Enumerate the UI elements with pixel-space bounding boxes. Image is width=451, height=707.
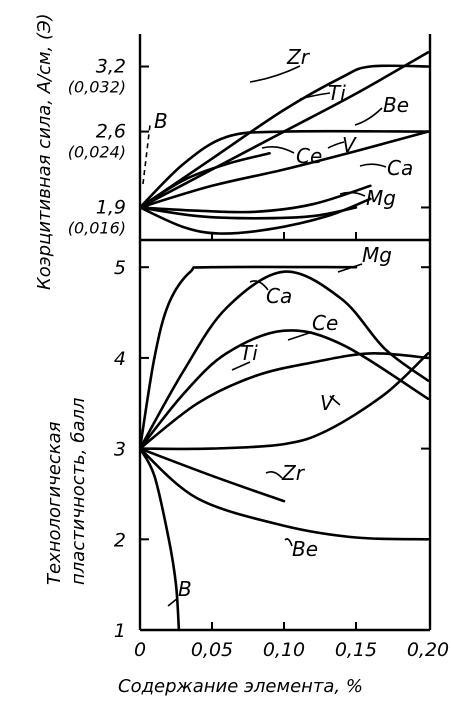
bottom-series-label-b: B [178,577,192,601]
bottom-series-label-v: V [320,391,335,415]
top-y-tick-sublabel: (0,024) [68,143,126,162]
bottom-x-tick-label: 0,15 [335,639,377,661]
bottom-series-label-be: Be [292,537,318,561]
top-annotation-b-dashed [142,124,151,185]
bottom-y-axis-title-line2: пластичность, балл [68,398,89,585]
top-leader-ca [359,163,387,168]
top-series-ca [140,184,372,214]
bottom-series-be [140,447,430,541]
bottom-series-label-zr: Zr [281,461,306,485]
top-series-label-ca: Ca [387,156,413,180]
top-series-label-v: V [342,133,357,157]
bottom-y-axis-title-line1: Технологическая [44,421,65,585]
top-series-label-zr: Zr [286,45,311,69]
top-leader-ti [299,92,331,100]
top-series-v [140,130,430,209]
bottom-series-ca [140,270,430,450]
bottom-series-label-ca: Ca [266,284,292,308]
bottom-leader-v [329,395,341,406]
bottom-y-tick-label: 1 [114,620,126,642]
bottom-x-tick-label: 0 [134,639,146,661]
bottom-leader-zr [265,471,283,479]
bottom-series-ce [140,329,430,450]
top-y-tick-sublabel: (0,016) [68,218,126,237]
bottom-x-tick-label: 0,20 [407,639,449,661]
top-y-tick-label: 3,2 [96,56,126,78]
top-series-ti [140,51,430,209]
bottom-series-zr [140,447,286,503]
top-panel: 1,9(0,016) 2,6(0,024) 3,2(0,032) Zr Ti Be Ce V C… [68,34,432,242]
bottom-leader-be [284,538,293,547]
bottom-panel: 1 2 3 4 5 0 0,05 0,10 0,15 0,20 Mg Ca Ce Ti V Zr Be B [114,240,449,661]
top-series-ce [140,152,271,209]
top-series-mg [140,206,358,220]
top-y-axis-title: Коэрцитивная сила, А/см, (Э) [34,13,55,290]
top-leader-mg [339,191,366,197]
bottom-series-v [140,352,430,451]
bottom-leader-ce [287,331,313,341]
x-axis-title: Содержание элемента, % [118,676,363,697]
bottom-x-tick-label: 0,05 [191,639,233,661]
bottom-leader-mg [337,263,363,273]
bottom-series-mg [140,265,358,450]
top-series-be [140,129,430,209]
top-y-tick-label: 1,9 [96,196,126,218]
top-annotation-b: B [154,109,168,133]
top-series-label-mg: Mg [366,186,396,210]
top-leader-ce [261,146,295,154]
bottom-leader-b [167,597,179,607]
top-series-label-ce: Ce [296,144,322,168]
bottom-series-label-mg: Mg [362,243,392,267]
bottom-leader-ti [231,361,251,371]
bottom-y-tick-label: 3 [114,439,126,461]
bottom-series-label-ti: Ti [240,341,258,365]
top-y-tick-sublabel: (0,032) [68,78,126,97]
bottom-series-ti [140,352,430,450]
top-leader-be [354,107,383,126]
bottom-x-tick-label: 0,10 [263,639,305,661]
bottom-y-tick-label: 5 [114,257,126,279]
top-series-unlabeled [140,197,372,235]
top-series-label-be: Be [383,93,409,117]
bottom-y-tick-label: 2 [114,529,126,551]
top-y-tick-label: 2,6 [96,121,126,143]
bottom-series-label-ce: Ce [312,311,338,335]
top-series-label-ti: Ti [328,81,346,105]
bottom-leader-ca [249,280,269,291]
top-leader-zr [249,65,301,83]
top-leader-v [327,141,345,149]
bottom-y-tick-label: 4 [114,348,126,370]
